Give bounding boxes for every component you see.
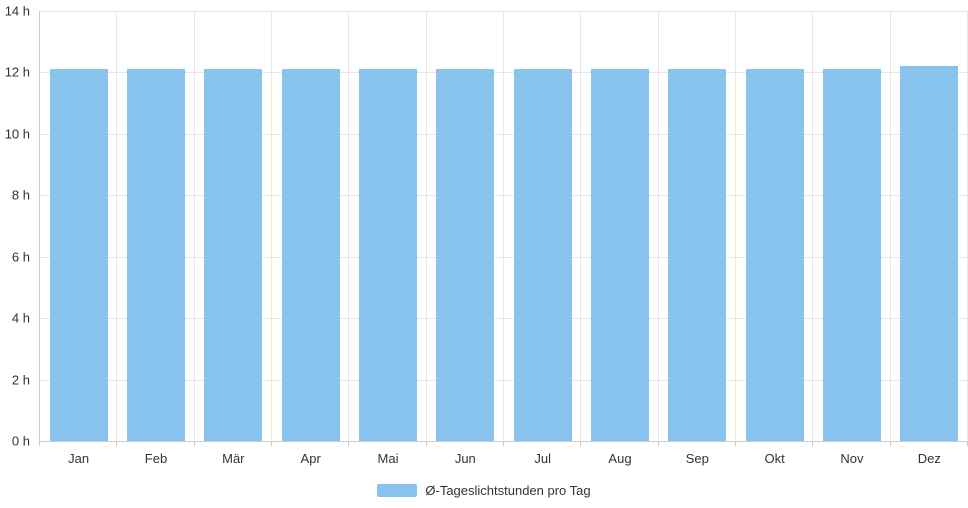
x-label-mai: Mai: [377, 451, 399, 466]
legend[interactable]: Ø-Tageslichtstunden pro Tag: [0, 483, 968, 498]
axis-tick: [348, 441, 349, 446]
bar-mai: [359, 69, 417, 441]
gridline-h: [40, 195, 968, 197]
gridline-v: [580, 11, 581, 441]
x-label-jun: Jun: [454, 451, 476, 466]
axis-tick: [812, 441, 813, 446]
x-label-dez: Dez: [917, 451, 941, 466]
x-label-mär: Mär: [222, 451, 245, 466]
bar-aug: [591, 69, 649, 441]
gridline-v: [812, 11, 813, 441]
gridline-v: [890, 11, 891, 441]
y-tick-label: 4 h: [11, 310, 30, 326]
gridline-h: [40, 379, 968, 381]
x-label-jan: Jan: [68, 451, 90, 466]
bar-dez: [900, 66, 958, 441]
axis-tick: [735, 441, 736, 446]
gridline-v: [271, 11, 272, 441]
axis-tick: [426, 441, 427, 446]
x-label-aug: Aug: [608, 451, 632, 466]
y-axis-line: [39, 11, 40, 446]
bar-feb: [127, 69, 185, 441]
y-tick-label: 12 h: [4, 64, 30, 80]
bar-sep: [668, 69, 726, 441]
axis-tick: [890, 441, 891, 446]
y-tick-label: 2 h: [11, 372, 30, 388]
gridline-v: [348, 11, 349, 441]
bar-jan: [50, 69, 108, 441]
x-label-jul: Jul: [534, 451, 551, 466]
axis-tick: [658, 441, 659, 446]
axis-tick: [580, 441, 581, 446]
gridline-v: [503, 11, 504, 441]
plot-area: [40, 11, 968, 441]
bar-okt: [746, 69, 804, 441]
axis-tick: [116, 441, 117, 446]
x-label-nov: Nov: [840, 451, 864, 466]
y-tick-label: 10 h: [4, 126, 30, 142]
bar-apr: [282, 69, 340, 441]
gridline-v: [735, 11, 736, 441]
y-tick-label: 6 h: [11, 249, 30, 265]
y-tick-label: 14 h: [4, 3, 30, 19]
x-label-feb: Feb: [144, 451, 168, 466]
gridline-h: [40, 318, 968, 320]
bar-jun: [436, 69, 494, 441]
legend-swatch-icon: [377, 484, 418, 497]
gridline-v: [658, 11, 659, 441]
x-label-okt: Okt: [764, 451, 785, 466]
gridline-v: [116, 11, 117, 441]
gridline-v: [194, 11, 195, 441]
x-label-apr: Apr: [300, 451, 321, 466]
gridline-v: [426, 11, 427, 441]
bar-jul: [514, 69, 572, 441]
legend-label: Ø-Tageslichtstunden pro Tag: [425, 483, 591, 498]
y-tick-label: 0 h: [11, 433, 30, 449]
gridline-h: [40, 133, 968, 135]
bar-nov: [823, 69, 881, 441]
axis-tick: [503, 441, 504, 446]
gridline-h: [40, 11, 968, 12]
axis-tick: [271, 441, 272, 446]
bar-mär: [204, 69, 262, 441]
gridline-h: [40, 256, 968, 258]
y-tick-label: 8 h: [11, 187, 30, 203]
gridline-h: [40, 72, 968, 74]
axis-tick: [194, 441, 195, 446]
x-label-sep: Sep: [685, 451, 709, 466]
